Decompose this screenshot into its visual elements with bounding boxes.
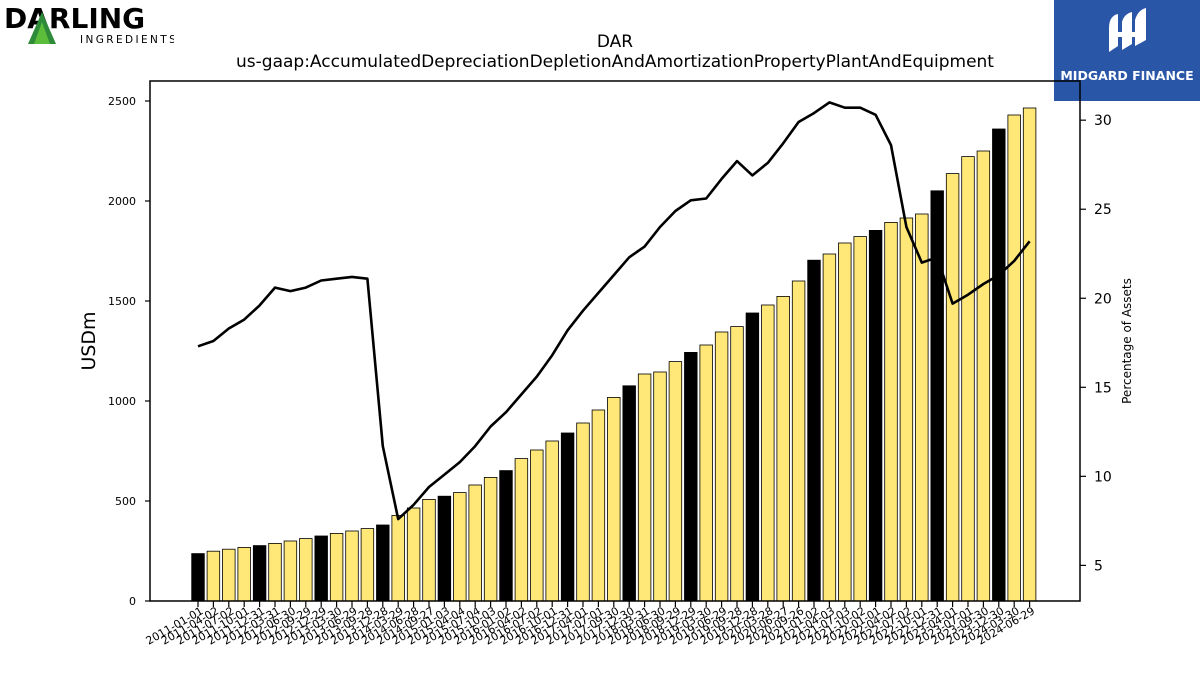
y2-tick-label-15: 15 <box>1094 380 1112 396</box>
bar-2018-03-31 <box>637 373 652 602</box>
bar-2012-12-29 <box>314 535 328 602</box>
bar-2017-09-30 <box>607 396 621 602</box>
y2-tick-label-20: 20 <box>1094 291 1112 307</box>
right-logo-brand-text: MIDGARD FINANCE <box>1060 68 1194 83</box>
leaf-inner-icon <box>34 22 50 44</box>
bar-2023-09-30 <box>976 150 991 602</box>
bar-2020-06-27 <box>776 295 790 602</box>
bar-2016-04-02 <box>514 458 529 602</box>
bar-2015-01-03 <box>437 495 452 602</box>
bar-2013-12-28 <box>376 524 390 602</box>
bar-2019-12-28 <box>745 312 760 602</box>
y-tick-label-500: 500 <box>115 495 136 508</box>
chart-title: DAR <box>596 32 634 52</box>
left-axis: 0 500 1000 1500 2000 2500 <box>108 95 150 608</box>
bar-2022-07-02 <box>899 217 914 602</box>
bar-2024-03-30 <box>1007 114 1021 602</box>
bar-2022-12-31 <box>930 190 944 602</box>
bar-2024-06-29 <box>1022 107 1037 602</box>
y2-tick-label-30: 30 <box>1094 113 1112 129</box>
bars-layer <box>191 107 1037 602</box>
bar-2016-10-01 <box>545 440 559 602</box>
left-logo-sub-text: INGREDIENTS <box>80 34 174 46</box>
bar-2015-07-04 <box>468 484 482 602</box>
y-tick-label-2500: 2500 <box>108 95 136 108</box>
bar-2011-10-01 <box>237 547 251 602</box>
bar-2017-07-01 <box>591 409 606 602</box>
bar-2011-07-02 <box>222 548 236 602</box>
y2-tick-label-25: 25 <box>1094 202 1112 218</box>
bar-2019-09-28 <box>730 326 744 602</box>
bar-2021-10-02 <box>853 236 867 602</box>
bar-2022-01-01 <box>868 229 883 602</box>
line-layer <box>197 101 1031 521</box>
percentage-line <box>197 101 1031 521</box>
bar-2014-06-28 <box>406 507 421 602</box>
bar-2018-06-30 <box>653 371 667 602</box>
y2-tick-label-10: 10 <box>1094 469 1112 485</box>
bar-2017-04-01 <box>576 422 590 602</box>
midgard-finance-logo: MIDGARD FINANCE <box>1054 0 1200 101</box>
bar-2015-04-04 <box>453 492 467 602</box>
bar-2019-03-30 <box>699 344 713 602</box>
bar-2013-06-29 <box>345 530 359 602</box>
bar-2013-09-28 <box>360 528 375 602</box>
bar-2012-03-31 <box>268 543 282 602</box>
y-tick-label-1500: 1500 <box>108 295 136 308</box>
bar-2021-04-03 <box>822 253 837 602</box>
bar-2012-09-29 <box>299 538 313 602</box>
bar-2020-03-28 <box>761 304 775 602</box>
darling-ingredients-logo: DARLING INGREDIENTS <box>4 2 176 48</box>
y-tick-label-2000: 2000 <box>108 195 136 208</box>
bar-2016-07-02 <box>530 449 544 602</box>
x-axis: 2011-01-012011-04-022011-07-022011-10-01… <box>144 601 1037 648</box>
plot-frame <box>149 80 1081 602</box>
bar-2018-09-29 <box>668 361 683 602</box>
left-logo-brand-text: DARLING <box>4 4 145 35</box>
bar-2022-04-02 <box>884 221 898 602</box>
y2-axis-label: Percentage of Assets <box>1120 278 1134 404</box>
bar-2017-12-30 <box>622 385 636 602</box>
bar-2021-07-03 <box>838 242 852 602</box>
bar-2011-01-01 <box>191 553 205 602</box>
bar-2015-10-03 <box>483 476 498 602</box>
bar-2013-03-30 <box>329 533 344 602</box>
y-tick-label-1000: 1000 <box>108 395 136 408</box>
right-axis: 5 10 15 20 25 30 <box>1080 113 1112 574</box>
bar-2018-12-29 <box>684 351 698 602</box>
bar-2016-12-31 <box>560 432 575 602</box>
chart-subtitle: us-gaap:AccumulatedDepreciationDepletion… <box>236 52 994 72</box>
bar-2023-12-30 <box>992 128 1006 602</box>
bar-2014-03-29 <box>391 515 405 602</box>
bar-2014-09-27 <box>422 498 436 602</box>
bar-2023-07-01 <box>961 156 975 602</box>
y-tick-label-0: 0 <box>129 595 136 608</box>
bar-2012-06-30 <box>283 540 298 602</box>
bar-2020-09-26 <box>791 280 806 602</box>
y-axis-label: USDm <box>78 311 100 370</box>
bar-2016-01-02 <box>499 470 513 602</box>
midgard-emblem-icon <box>1109 8 1146 52</box>
bar-2011-04-02 <box>206 550 221 602</box>
bar-2022-10-01 <box>915 213 929 602</box>
bar-2023-04-01 <box>945 173 960 602</box>
y2-tick-label-5: 5 <box>1094 558 1103 574</box>
bar-2021-01-02 <box>807 259 821 602</box>
bar-2019-06-29 <box>714 331 729 602</box>
bar-2011-12-31 <box>252 545 267 602</box>
